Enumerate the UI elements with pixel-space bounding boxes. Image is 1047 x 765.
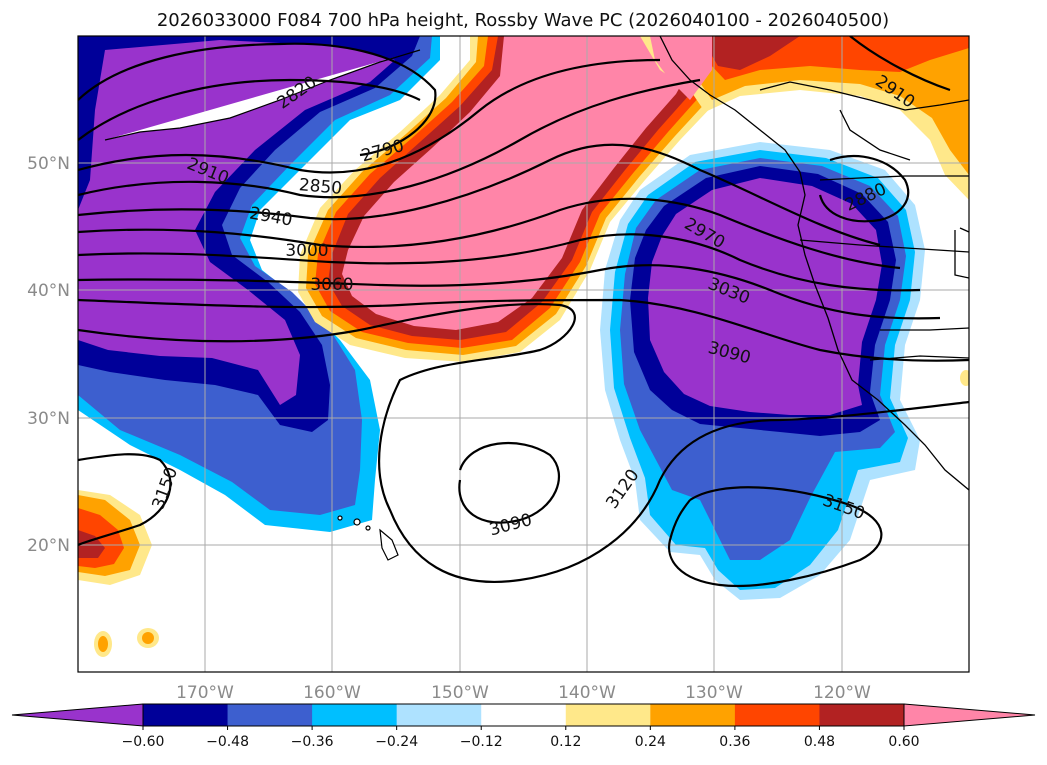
colorbar-tick-label: −0.36 [291,734,334,750]
lon-tick: 170°W [176,683,234,703]
colorbar-tick-label: −0.60 [122,734,165,750]
lon-tick-labels: 170°W 160°W 150°W 140°W 130°W 120°W [176,683,871,703]
colorbar-segment [565,704,651,726]
contour-label-3060: 3060 [310,275,353,295]
central-positive-anomaly [298,36,732,362]
colorbar-segment [143,704,229,726]
lon-tick: 130°W [685,683,743,703]
colorbar-tick-label: 0.48 [804,734,835,750]
colorbar-segment [819,704,905,726]
colorbar-segment [312,704,398,726]
lon-tick: 150°W [431,683,489,703]
lat-tick-labels: 50°N 40°N 30°N 20°N [27,154,70,556]
map-title: 2026033000 F084 700 hPa height, Rossby W… [157,10,889,31]
western-negative-anomaly [78,36,440,532]
colorbar: −0.60 −0.48 −0.36 −0.24 −0.12 0.12 0.24 0.36 0.4… [11,703,1036,750]
eastern-negative-anomaly [600,142,925,600]
colorbar-tick-label: 0.36 [719,734,750,750]
colorbar-tick-label: −0.48 [206,734,249,750]
lat-tick: 20°N [27,536,70,556]
lon-tick: 120°W [813,683,871,703]
contour-label-2850: 2850 [298,175,343,199]
colorbar-segment [227,704,313,726]
colorbar-segment [481,704,567,726]
lon-tick: 160°W [303,683,361,703]
colorbar-frame [142,703,905,727]
lat-tick: 50°N [27,154,70,174]
anomaly-field: 2790 2820 2850 2880 2910 2910 2940 2970 … [78,36,969,672]
colorbar-segment [396,704,482,726]
height-contours [78,36,969,588]
lon-tick: 140°W [558,683,616,703]
islands [104,49,421,561]
colorbar-tick-label: 0.60 [888,734,919,750]
colorbar-tick-label: −0.24 [375,734,418,750]
colorbar-extend-low [11,703,144,727]
colorbar-tick-label: 0.24 [635,734,666,750]
colorbar-tick-label: −0.12 [460,734,503,750]
colorbar-segment [734,704,820,726]
lat-tick: 40°N [27,281,70,301]
colorbar-extend-high [903,703,1036,727]
coastlines [659,36,969,491]
colorbar-segment [650,704,736,726]
contour-label-3000: 3000 [285,241,328,261]
lat-tick: 30°N [27,409,70,429]
map-frame [77,35,970,673]
colorbar-tick-label: 0.12 [550,734,581,750]
